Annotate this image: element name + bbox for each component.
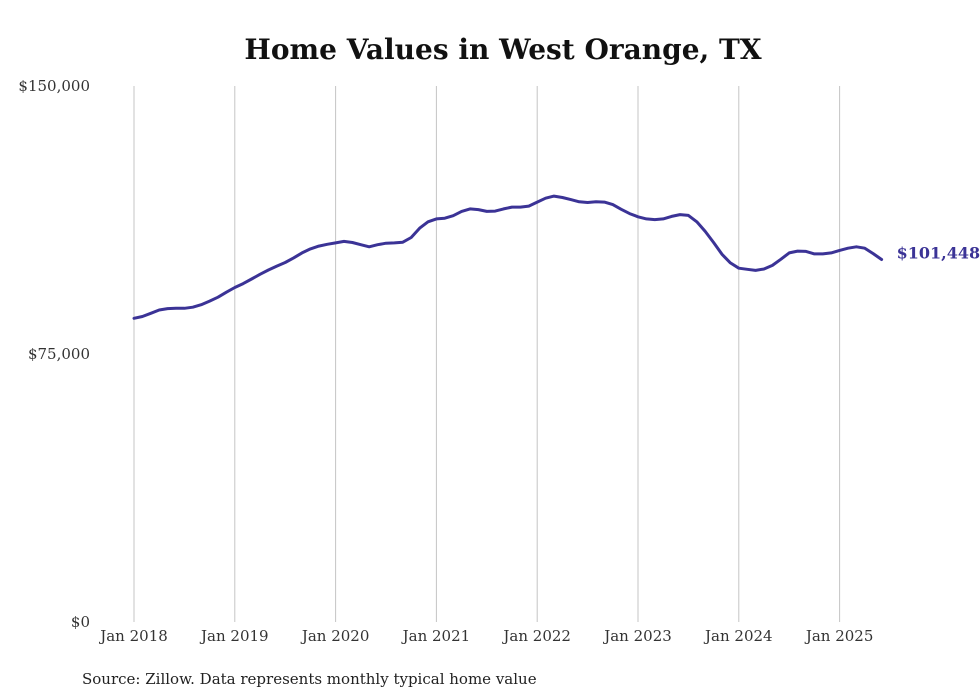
- y-tick-label: $0: [71, 613, 90, 631]
- x-tick-label: Jan 2020: [300, 627, 370, 645]
- x-tick-label: Jan 2022: [501, 627, 571, 645]
- series-line-home-value: [132, 194, 884, 320]
- x-tick-label: Jan 2018: [98, 627, 168, 645]
- x-tick-label: Jan 2021: [401, 627, 471, 645]
- x-tick-label: Jan 2023: [602, 627, 672, 645]
- end-value-label: $101,448: [897, 243, 980, 262]
- gridlines: [133, 86, 841, 622]
- y-tick-label: $150,000: [18, 77, 90, 95]
- x-tick-label: Jan 2019: [199, 627, 269, 645]
- y-axis: $0 $75,000 $150,000: [18, 77, 90, 631]
- source-note: Source: Zillow. Data represents monthly …: [82, 670, 537, 688]
- y-tick-label: $75,000: [28, 345, 90, 363]
- x-tick-label: Jan 2025: [804, 627, 874, 645]
- x-tick-label: Jan 2024: [703, 627, 773, 645]
- chart-title: Home Values in West Orange, TX: [244, 33, 761, 66]
- x-axis: Jan 2018 Jan 2019 Jan 2020 Jan 2021 Jan 2022…: [98, 627, 873, 645]
